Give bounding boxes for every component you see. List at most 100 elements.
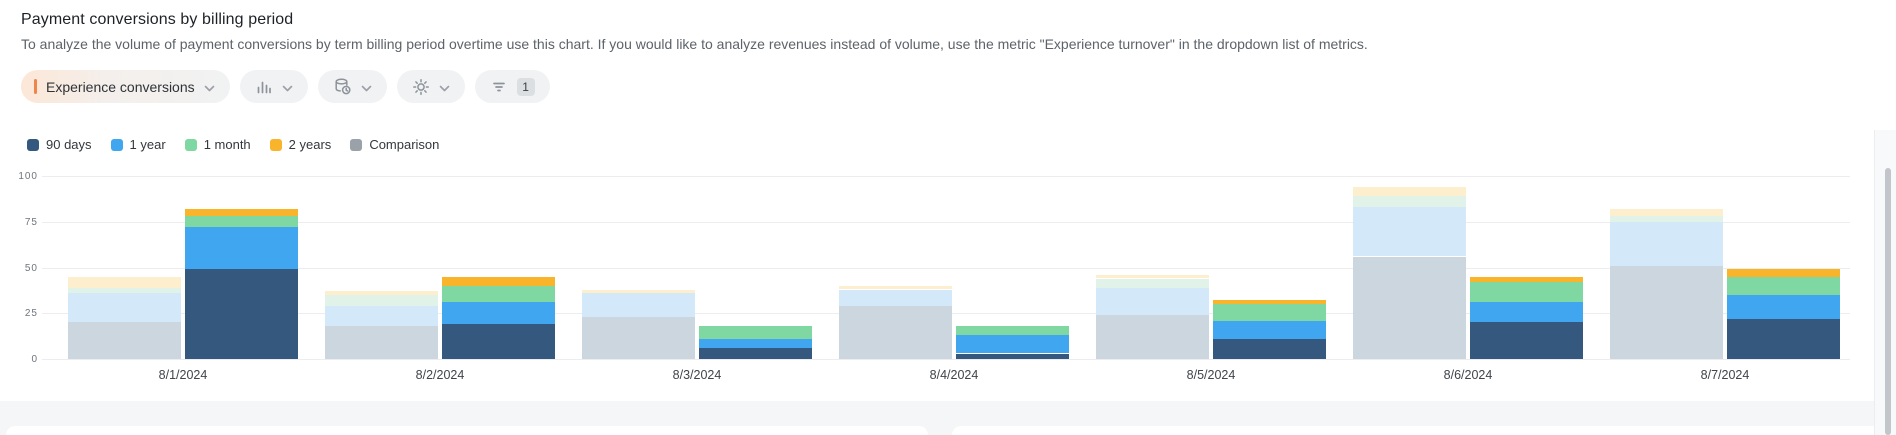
current-bar-segment[interactable]: [1213, 304, 1326, 321]
comparison-bar-segment[interactable]: [1096, 278, 1209, 288]
filter-icon: [490, 78, 508, 96]
vertical-scrollbar-track[interactable]: [1874, 130, 1896, 435]
vertical-scrollbar-thumb[interactable]: [1885, 168, 1891, 435]
page-title: Payment conversions by billing period: [21, 11, 294, 28]
comparison-bar-segment[interactable]: [1610, 216, 1723, 222]
gear-icon: [412, 78, 430, 96]
comparison-bar-segment[interactable]: [1353, 187, 1466, 197]
current-bar-segment[interactable]: [1470, 282, 1583, 303]
x-axis-label: 8/3/2024: [672, 368, 722, 382]
comparison-bar-segment[interactable]: [325, 305, 438, 326]
comparison-bar-segment[interactable]: [582, 289, 695, 294]
current-bar-segment[interactable]: [956, 353, 1069, 359]
current-bar-segment[interactable]: [185, 269, 298, 359]
legend-label: Comparison: [369, 137, 440, 152]
comparison-bar-segment[interactable]: [325, 291, 438, 295]
next-section-background: [0, 401, 1896, 435]
current-bar-segment[interactable]: [1727, 294, 1840, 319]
current-bar-segment[interactable]: [1727, 269, 1840, 277]
legend-label: 2 years: [288, 137, 332, 152]
chart-legend: 90 days 1 year 1 month 2 years Comparison: [27, 137, 439, 152]
database-time-icon: [333, 77, 352, 96]
gridline-y-75: [42, 221, 1850, 223]
comparison-bar-segment[interactable]: [839, 289, 952, 306]
current-bar-segment[interactable]: [1213, 320, 1326, 339]
comparison-bar-segment[interactable]: [68, 287, 181, 294]
current-bar-segment[interactable]: [1213, 300, 1326, 305]
legend-item-2-years[interactable]: 2 years: [269, 137, 332, 152]
comparison-bar-segment[interactable]: [1610, 265, 1723, 359]
legend-label: 1 month: [203, 137, 251, 152]
current-bar-segment[interactable]: [1727, 318, 1840, 359]
current-bar-segment[interactable]: [185, 227, 298, 270]
gridline-y-100: [42, 176, 1850, 177]
legend-label: 1 year: [129, 137, 166, 152]
x-axis-label: 8/5/2024: [1186, 368, 1236, 382]
comparison-bar-segment[interactable]: [68, 276, 181, 288]
y-axis-label: 100: [18, 171, 38, 182]
comparison-bar-segment[interactable]: [1096, 274, 1209, 279]
chart-type-button[interactable]: [239, 70, 308, 103]
comparison-bar-segment[interactable]: [1610, 208, 1723, 217]
current-bar-segment[interactable]: [442, 302, 555, 325]
chevron-down-icon: [204, 79, 215, 95]
x-axis-label: 8/7/2024: [1700, 368, 1750, 382]
y-axis-label: 25: [24, 308, 38, 320]
current-bar-segment[interactable]: [699, 338, 812, 349]
comparison-bar-segment[interactable]: [68, 293, 181, 323]
legend-swatch: [269, 138, 282, 151]
y-axis-label: 50: [24, 262, 38, 274]
comparison-bar-segment[interactable]: [1353, 196, 1466, 208]
comparison-bar-segment[interactable]: [325, 326, 438, 359]
x-axis-label: 8/2/2024: [415, 368, 465, 382]
metric-selector-button[interactable]: Experience conversions: [21, 70, 230, 103]
current-bar-segment[interactable]: [185, 208, 298, 217]
y-axis-label: 75: [24, 216, 38, 228]
legend-item-1-year[interactable]: 1 year: [110, 137, 166, 152]
x-axis-label: 8/1/2024: [158, 368, 208, 382]
legend-swatch: [184, 138, 197, 151]
y-axis-label: 0: [31, 354, 38, 365]
current-bar-segment[interactable]: [956, 326, 1069, 336]
current-bar-segment[interactable]: [442, 276, 555, 286]
comparison-bar-segment[interactable]: [1096, 287, 1209, 316]
x-axis-label: 8/6/2024: [1443, 368, 1493, 382]
comparison-bar-segment[interactable]: [839, 285, 952, 290]
comparison-bar-segment[interactable]: [325, 294, 438, 306]
current-bar-segment[interactable]: [956, 335, 1069, 354]
current-bar-segment[interactable]: [1727, 276, 1840, 295]
current-bar-segment[interactable]: [1213, 338, 1326, 359]
legend-swatch: [27, 138, 39, 151]
current-bar-segment[interactable]: [699, 326, 812, 339]
comparison-bar-segment[interactable]: [1353, 207, 1466, 257]
metric-selector-label: Experience conversions: [46, 78, 195, 95]
chevron-down-icon: [361, 79, 372, 95]
settings-button[interactable]: [396, 70, 465, 103]
legend-label: 90 days: [46, 137, 92, 152]
current-bar-segment[interactable]: [185, 216, 298, 228]
data-period-button[interactable]: [317, 70, 387, 103]
legend-swatch: [110, 138, 123, 151]
legend-item-1-month[interactable]: 1 month: [184, 137, 251, 152]
comparison-bar-segment[interactable]: [582, 316, 695, 359]
legend-item-90-days[interactable]: 90 days: [27, 137, 92, 152]
legend-item-comparison[interactable]: Comparison: [350, 137, 439, 152]
current-bar-segment[interactable]: [1470, 302, 1583, 323]
comparison-bar-segment[interactable]: [1096, 315, 1209, 359]
current-bar-segment[interactable]: [699, 348, 812, 359]
filter-button[interactable]: 1: [474, 70, 550, 103]
next-section-card: [952, 426, 1888, 435]
comparison-bar-segment[interactable]: [68, 322, 181, 359]
current-bar-segment[interactable]: [1470, 276, 1583, 283]
comparison-bar-segment[interactable]: [582, 293, 695, 317]
current-bar-segment[interactable]: [1470, 322, 1583, 359]
current-bar-segment[interactable]: [442, 324, 555, 359]
next-section-card: [6, 426, 928, 435]
comparison-bar-segment[interactable]: [839, 305, 952, 359]
comparison-bar-segment[interactable]: [1610, 221, 1723, 266]
comparison-bar-segment[interactable]: [1353, 256, 1466, 359]
chevron-down-icon: [282, 79, 293, 95]
current-bar-segment[interactable]: [442, 285, 555, 303]
